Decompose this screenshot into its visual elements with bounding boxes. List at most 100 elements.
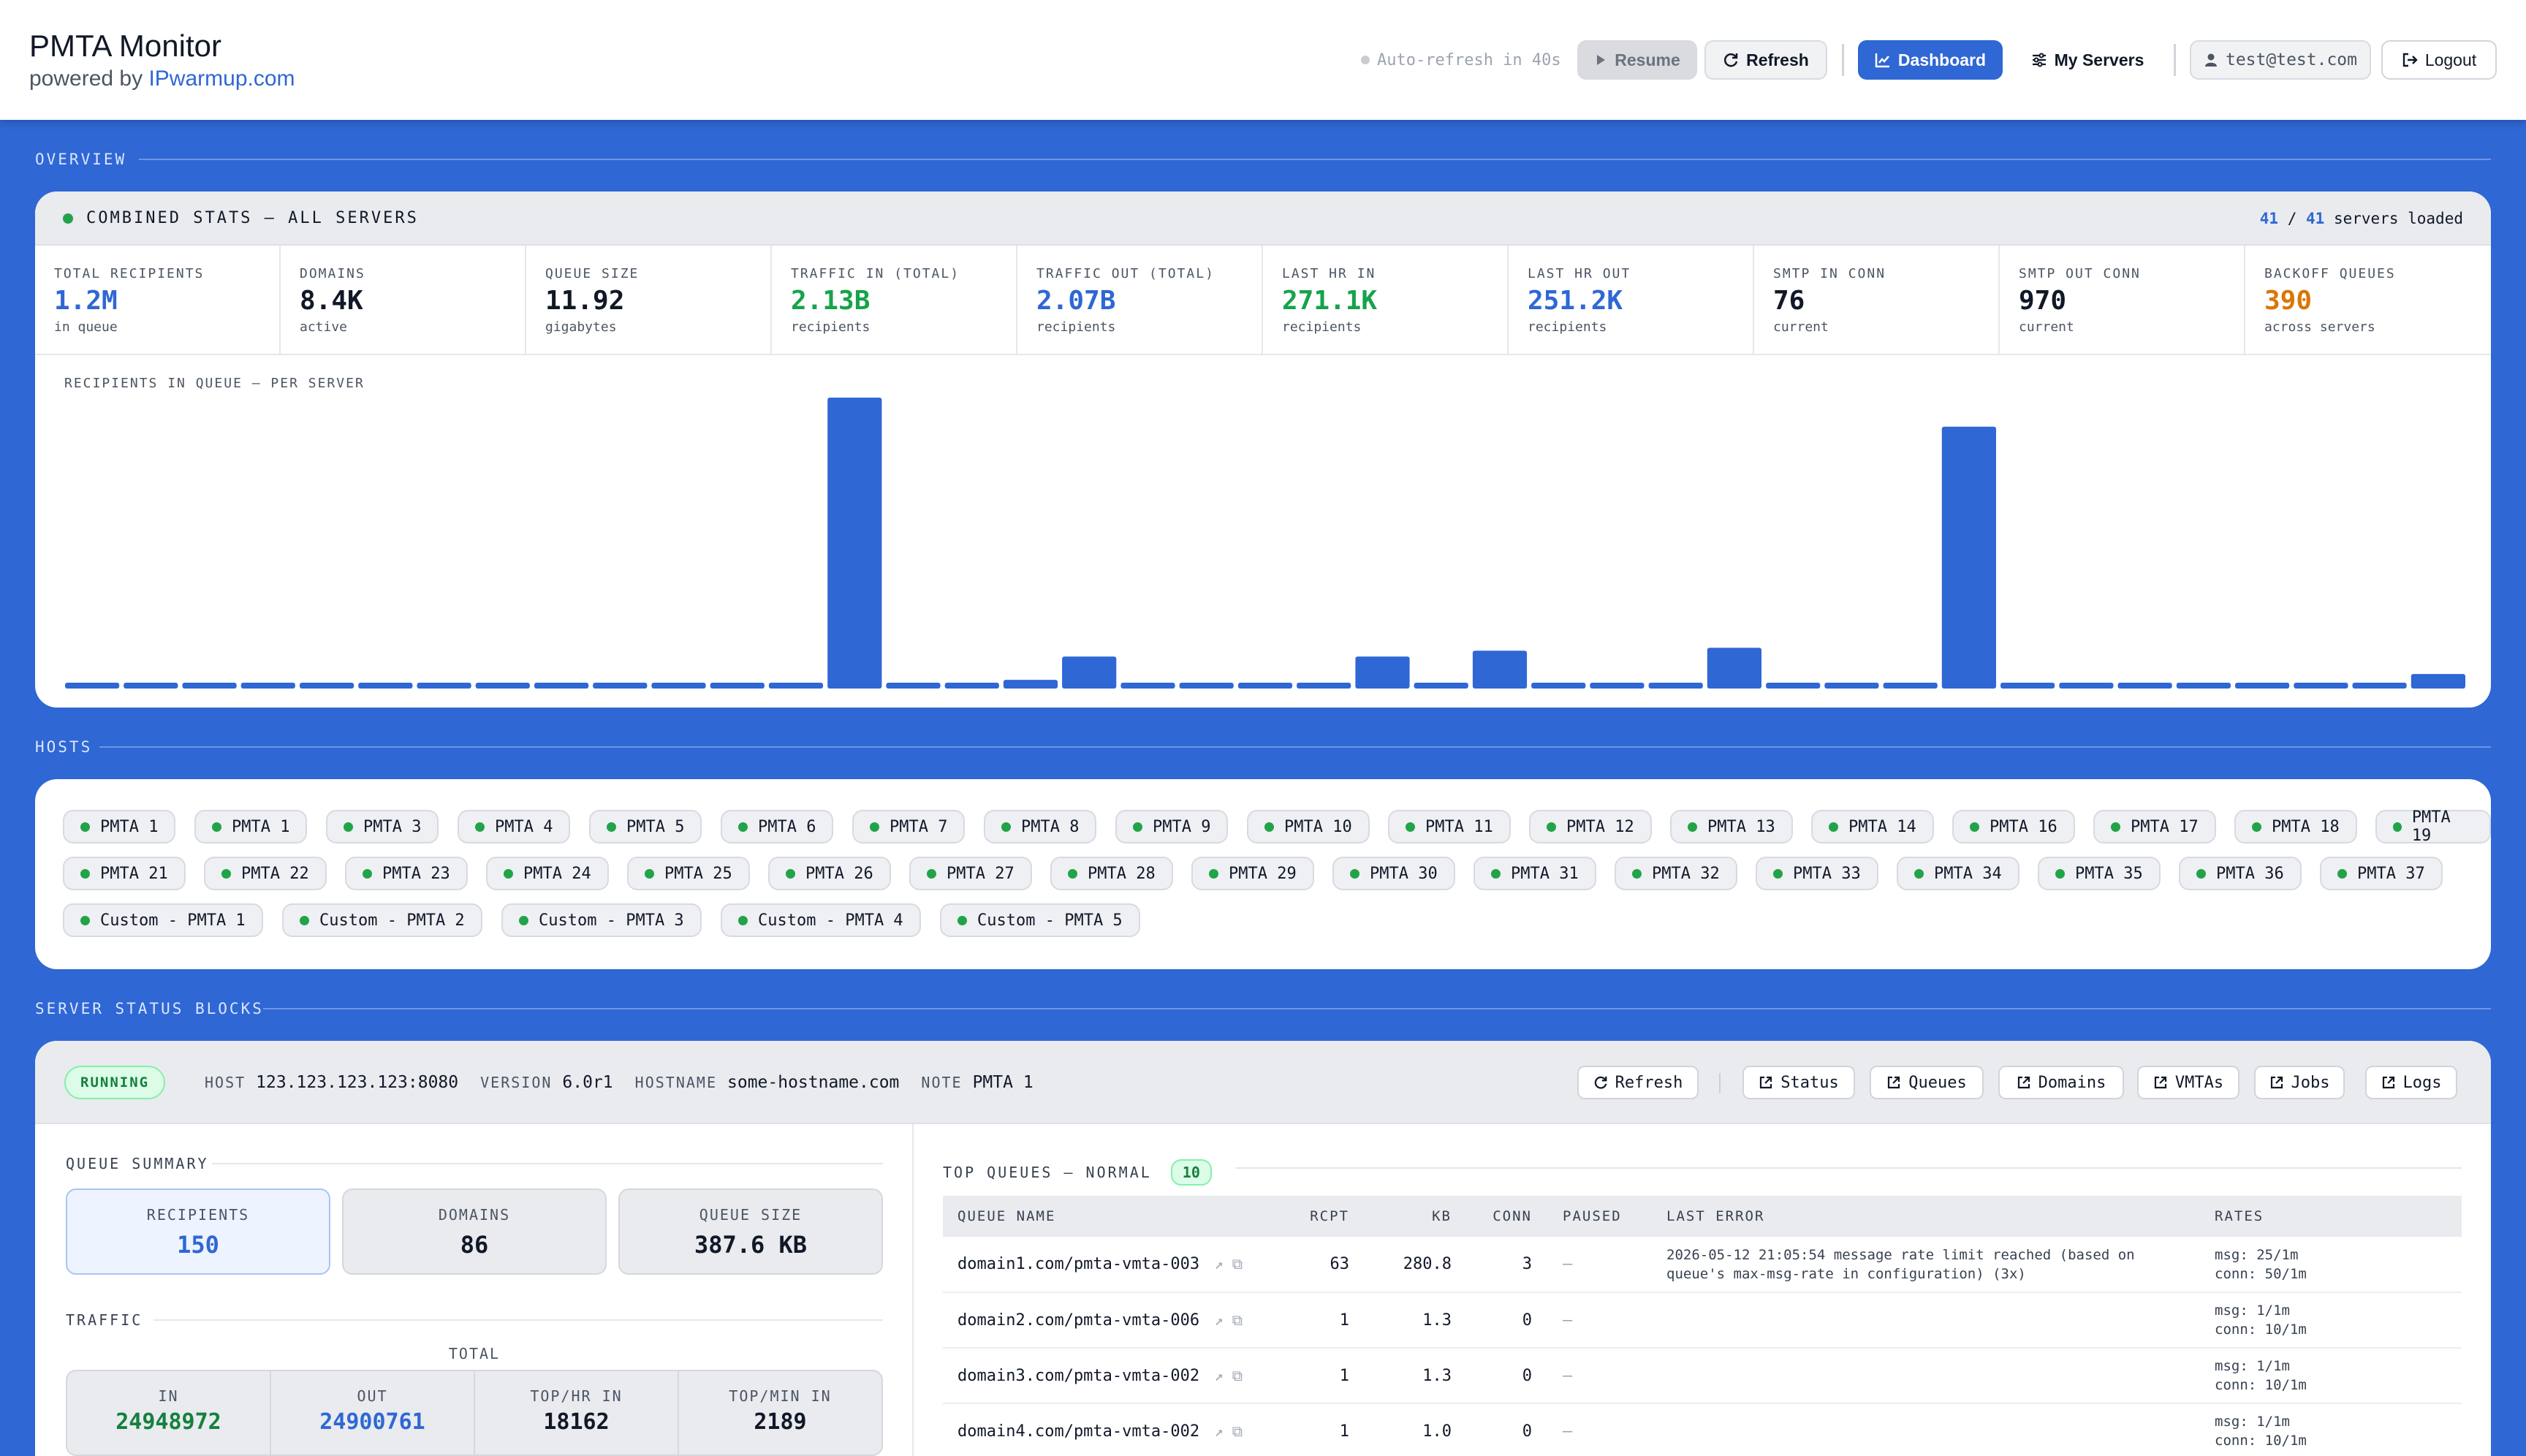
chart-bar[interactable] xyxy=(2411,674,2465,689)
host-pill[interactable]: PMTA 28 xyxy=(1050,857,1173,890)
chart-bar[interactable] xyxy=(124,683,178,689)
host-pill[interactable]: PMTA 4 xyxy=(458,810,571,843)
copy-icon[interactable]: ⧉ xyxy=(1232,1366,1243,1384)
chart-bar[interactable] xyxy=(475,683,530,689)
host-pill[interactable]: PMTA 3 xyxy=(326,810,439,843)
host-pill[interactable]: PMTA 16 xyxy=(1952,810,2075,843)
chart-bar[interactable] xyxy=(768,683,824,689)
copy-icon[interactable]: ⧉ xyxy=(1232,1255,1243,1273)
chart-bar[interactable] xyxy=(2235,683,2290,689)
chart-bar[interactable] xyxy=(1237,683,1293,689)
chart-bar[interactable] xyxy=(1648,683,1703,689)
table-row[interactable]: domain1.com/pmta-vmta-003 ↗ ⧉ 63 280.8 3—2026… xyxy=(943,1237,2462,1293)
host-pill[interactable]: PMTA 5 xyxy=(589,810,702,843)
logout-button[interactable]: Logout xyxy=(2381,40,2497,80)
host-pill[interactable]: Custom - PMTA 2 xyxy=(282,903,482,937)
host-pill[interactable]: PMTA 9 xyxy=(1115,810,1229,843)
chart-bar[interactable] xyxy=(2294,683,2348,689)
external-link-icon[interactable]: ↗ xyxy=(1214,1422,1224,1440)
jobs-link-button[interactable]: Jobs xyxy=(2254,1066,2345,1099)
host-pill[interactable]: PMTA 11 xyxy=(1388,810,1511,843)
host-pill[interactable]: PMTA 12 xyxy=(1529,810,1652,843)
user-badge[interactable]: test@test.com xyxy=(2190,40,2371,80)
host-pill[interactable]: Custom - PMTA 4 xyxy=(721,903,921,937)
host-pill[interactable]: PMTA 1 xyxy=(63,810,176,843)
chart-bar[interactable] xyxy=(593,683,648,689)
chart-bar[interactable] xyxy=(886,683,941,689)
host-pill[interactable]: Custom - PMTA 1 xyxy=(63,903,263,937)
host-pill[interactable]: PMTA 30 xyxy=(1332,857,1455,890)
chart-bar[interactable] xyxy=(300,683,354,689)
host-pill[interactable]: PMTA 27 xyxy=(909,857,1032,890)
chart-bar[interactable] xyxy=(710,683,765,689)
chart-bar[interactable] xyxy=(2117,683,2172,689)
host-pill[interactable]: PMTA 17 xyxy=(2093,810,2216,843)
external-link-icon[interactable]: ↗ xyxy=(1214,1311,1224,1329)
chart-bar[interactable] xyxy=(1414,683,1468,689)
host-pill[interactable]: PMTA 22 xyxy=(204,857,327,890)
chart-bar[interactable] xyxy=(1883,683,1938,689)
host-pill[interactable]: PMTA 25 xyxy=(627,857,750,890)
host-pill[interactable]: PMTA 7 xyxy=(852,810,966,843)
table-row[interactable]: domain3.com/pmta-vmta-002 ↗ ⧉ 1 1.3 0— msg: 1/… xyxy=(943,1348,2462,1404)
table-row[interactable]: domain2.com/pmta-vmta-006 ↗ ⧉ 1 1.3 0— msg: 1/… xyxy=(943,1292,2462,1349)
host-pill[interactable]: PMTA 26 xyxy=(768,857,891,890)
host-pill[interactable]: Custom - PMTA 3 xyxy=(501,903,702,937)
chart-bar[interactable] xyxy=(1355,656,1410,689)
host-pill[interactable]: PMTA 33 xyxy=(1756,857,1878,890)
chart-bar[interactable] xyxy=(1531,683,1586,689)
chart-bar[interactable] xyxy=(182,683,237,689)
ipwarmup-link[interactable]: IPwarmup.com xyxy=(148,67,295,91)
copy-icon[interactable]: ⧉ xyxy=(1232,1311,1243,1329)
copy-icon[interactable]: ⧉ xyxy=(1232,1422,1243,1440)
server-refresh-button[interactable]: Refresh xyxy=(1577,1066,1699,1099)
chart-bar[interactable] xyxy=(65,683,120,689)
host-pill[interactable]: PMTA 32 xyxy=(1615,857,1737,890)
chart-bar[interactable] xyxy=(2352,683,2407,689)
host-pill[interactable]: PMTA 37 xyxy=(2320,857,2443,890)
chart-bar[interactable] xyxy=(2059,683,2114,689)
host-pill[interactable]: PMTA 13 xyxy=(1670,810,1793,843)
chart-bar[interactable] xyxy=(1472,651,1528,689)
host-pill[interactable]: PMTA 34 xyxy=(1897,857,2019,890)
host-pill[interactable]: PMTA 19 xyxy=(2375,808,2491,845)
host-pill[interactable]: PMTA 18 xyxy=(2234,810,2357,843)
host-pill[interactable]: Custom - PMTA 5 xyxy=(940,903,1140,937)
vmtas-link-button[interactable]: VMTAs xyxy=(2137,1066,2239,1099)
external-link-icon[interactable]: ↗ xyxy=(1214,1255,1224,1273)
host-pill[interactable]: PMTA 23 xyxy=(345,857,468,890)
host-pill[interactable]: PMTA 35 xyxy=(2038,857,2161,890)
host-pill[interactable]: PMTA 24 xyxy=(486,857,609,890)
host-pill[interactable]: PMTA 14 xyxy=(1811,810,1934,843)
chart-bar[interactable] xyxy=(1707,648,1761,689)
host-pill[interactable]: PMTA 31 xyxy=(1474,857,1596,890)
status-link-button[interactable]: Status xyxy=(1742,1066,1855,1099)
chart-bar[interactable] xyxy=(1766,683,1821,689)
chart-bar[interactable] xyxy=(1941,426,1996,689)
chart-bar[interactable] xyxy=(1120,683,1175,689)
chart-bar[interactable] xyxy=(534,683,589,689)
host-pill[interactable]: PMTA 21 xyxy=(63,857,186,890)
chart-bar[interactable] xyxy=(944,683,999,689)
chart-bar[interactable] xyxy=(1590,683,1645,689)
chart-bar[interactable] xyxy=(1179,683,1234,689)
host-pill[interactable]: PMTA 6 xyxy=(721,810,834,843)
external-link-icon[interactable]: ↗ xyxy=(1214,1366,1224,1384)
queues-link-button[interactable]: Queues xyxy=(1870,1066,1984,1099)
table-row[interactable]: domain4.com/pmta-vmta-002 ↗ ⧉ 1 1.0 0— msg: 1/… xyxy=(943,1403,2462,1456)
chart-bar[interactable] xyxy=(417,683,471,689)
domains-link-button[interactable]: Domains xyxy=(1998,1066,2124,1099)
chart-bar[interactable] xyxy=(2000,683,2055,689)
chart-bar[interactable] xyxy=(1062,656,1117,689)
chart-bar[interactable] xyxy=(1003,680,1058,689)
chart-bar[interactable] xyxy=(1297,683,1351,689)
host-pill[interactable]: PMTA 1 xyxy=(194,810,308,843)
chart-bar[interactable] xyxy=(1824,683,1879,689)
chart-bar[interactable] xyxy=(240,683,295,689)
chart-bar[interactable] xyxy=(358,683,413,689)
refresh-button[interactable]: Refresh xyxy=(1704,40,1827,80)
logs-link-button[interactable]: Logs xyxy=(2365,1066,2457,1099)
my-servers-button[interactable]: My Servers xyxy=(2014,40,2161,80)
host-pill[interactable]: PMTA 10 xyxy=(1247,810,1370,843)
chart-bar[interactable] xyxy=(651,683,706,689)
